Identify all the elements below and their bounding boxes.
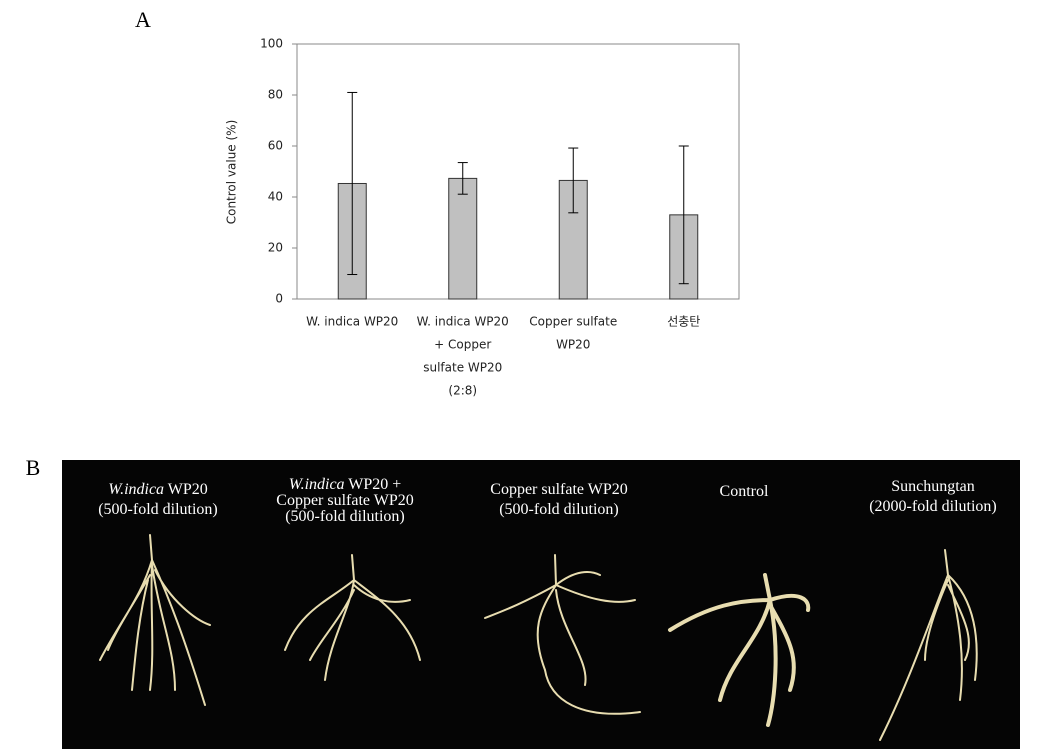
- y-tick-label: 100: [260, 37, 283, 51]
- caption-text: (500-fold dilution): [98, 501, 218, 518]
- caption: (500-fold dilution): [285, 508, 405, 525]
- caption-text: (500-fold dilution): [499, 501, 619, 518]
- caption: (500-fold dilution): [499, 501, 619, 518]
- caption: Sunchungtan: [891, 478, 975, 495]
- x-tick-label: 선충탄: [667, 315, 700, 329]
- caption-italic: W.indica: [108, 481, 164, 498]
- x-tick-label: W. indica WP20: [417, 315, 509, 329]
- caption-text: WP20: [164, 481, 208, 498]
- captions: W.indica WP20 (500-fold dilution) W.indica…: [98, 476, 997, 525]
- error-bar: [568, 147, 579, 214]
- y-axis-title: Control value (%): [225, 120, 239, 225]
- caption-text: WP20 +: [345, 476, 402, 493]
- photo: W.indica WP20 (500-fold dilution) W.indica…: [62, 460, 1020, 749]
- caption-text: (500-fold dilution): [285, 508, 405, 525]
- x-tick-label: (2:8): [448, 384, 477, 398]
- y-tick-label: 80: [268, 88, 283, 102]
- error-bar: [347, 91, 358, 276]
- caption: W.indica WP20: [108, 481, 208, 498]
- caption: W.indica WP20 +: [289, 476, 402, 493]
- caption: Control: [720, 483, 769, 500]
- error-bar: [457, 162, 468, 195]
- caption-text: Copper sulfate WP20: [276, 492, 413, 509]
- caption-text: Copper sulfate WP20: [490, 481, 627, 498]
- x-tick-label: WP20: [556, 338, 590, 352]
- panel-label: A: [135, 7, 151, 32]
- photo-background: [62, 460, 1020, 749]
- y-tick-label: 40: [268, 190, 283, 204]
- x-tick-label: sulfate WP20: [423, 361, 502, 375]
- x-tick-label: W. indica WP20: [306, 315, 398, 329]
- plot-frame: [296, 43, 740, 300]
- caption: Copper sulfate WP20: [276, 492, 413, 509]
- caption: (2000-fold dilution): [869, 498, 997, 515]
- panel-label: B: [26, 455, 41, 480]
- caption: Copper sulfate WP20: [490, 481, 627, 498]
- y-tick-label: 20: [268, 241, 283, 255]
- chart: Control value (%) 0 20 40 60 80 100 W. indica …: [225, 37, 740, 398]
- caption-text: Sunchungtan: [891, 478, 975, 495]
- y-tick-label: 0: [275, 292, 283, 306]
- caption-text: Control: [720, 483, 769, 500]
- caption-italic: W.indica: [289, 476, 345, 493]
- x-tick-label: + Copper: [434, 338, 491, 352]
- error-bar: [678, 145, 689, 285]
- roots: [99, 534, 978, 741]
- caption-text: (2000-fold dilution): [869, 498, 997, 515]
- bar: [448, 177, 478, 300]
- y-tick-label: 60: [268, 139, 283, 153]
- caption: (500-fold dilution): [98, 501, 218, 518]
- x-tick-label: Copper sulfate: [529, 315, 617, 329]
